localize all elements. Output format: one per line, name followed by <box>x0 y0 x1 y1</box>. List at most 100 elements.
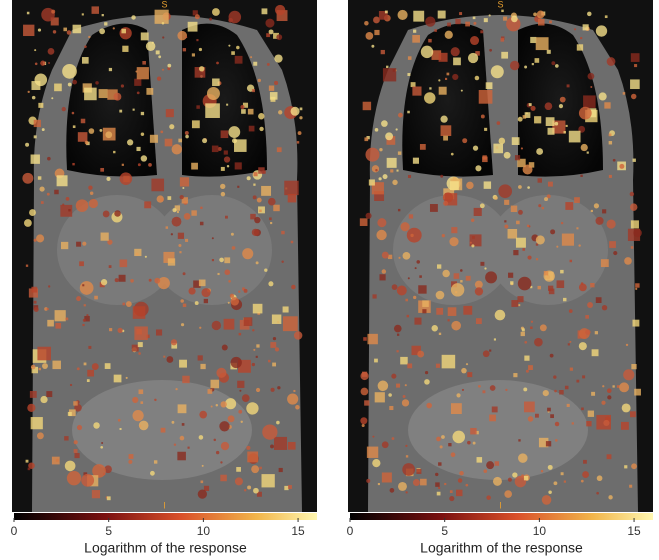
marker <box>168 258 175 265</box>
marker <box>379 274 385 280</box>
marker <box>100 168 104 172</box>
marker <box>158 55 161 58</box>
marker <box>489 14 491 16</box>
marker <box>42 128 45 131</box>
marker <box>534 338 543 347</box>
marker <box>94 296 98 300</box>
marker <box>68 209 70 211</box>
marker <box>144 201 151 208</box>
organ <box>152 195 272 305</box>
marker <box>37 347 51 361</box>
marker <box>55 310 66 321</box>
marker <box>274 81 278 85</box>
marker <box>82 242 86 246</box>
marker <box>607 454 612 459</box>
marker <box>375 392 385 402</box>
marker <box>139 389 144 394</box>
marker <box>99 89 108 98</box>
marker <box>596 492 599 495</box>
marker <box>131 15 135 19</box>
marker <box>440 175 443 178</box>
marker <box>635 283 639 287</box>
marker <box>513 250 518 255</box>
marker <box>259 210 262 213</box>
marker <box>185 239 188 242</box>
marker <box>382 472 392 482</box>
marker <box>367 334 377 344</box>
marker <box>270 92 278 100</box>
marker <box>89 199 98 208</box>
marker <box>202 465 204 467</box>
marker <box>47 157 51 161</box>
marker <box>72 112 75 115</box>
marker <box>287 393 298 404</box>
marker <box>278 110 282 114</box>
marker <box>481 115 485 119</box>
marker <box>557 280 565 288</box>
marker <box>28 91 30 93</box>
marker <box>104 22 107 25</box>
marker <box>120 259 128 267</box>
marker <box>149 279 152 282</box>
marker <box>530 106 535 111</box>
marker <box>613 159 616 162</box>
marker <box>221 130 229 138</box>
marker <box>178 139 182 143</box>
marker <box>73 401 77 405</box>
marker <box>256 388 260 392</box>
marker <box>609 241 616 248</box>
marker <box>555 422 559 426</box>
marker <box>224 269 230 275</box>
marker <box>364 400 369 405</box>
marker <box>560 97 566 103</box>
marker <box>471 219 474 222</box>
marker <box>451 227 457 233</box>
marker <box>523 115 527 119</box>
marker <box>436 308 443 315</box>
marker <box>587 152 589 154</box>
marker <box>80 281 94 295</box>
marker <box>595 217 603 225</box>
marker <box>474 208 482 216</box>
marker <box>201 481 204 484</box>
marker <box>277 147 282 152</box>
marker <box>528 365 533 370</box>
marker <box>269 29 274 34</box>
marker <box>595 331 598 334</box>
marker <box>440 445 443 448</box>
marker <box>51 10 55 14</box>
marker <box>480 203 485 208</box>
marker <box>534 116 541 123</box>
marker <box>547 50 551 54</box>
marker <box>272 363 276 367</box>
marker <box>607 57 616 66</box>
marker <box>150 471 155 476</box>
marker <box>241 109 246 114</box>
marker <box>456 490 462 496</box>
marker <box>46 391 52 397</box>
marker <box>512 472 517 477</box>
marker <box>83 319 86 322</box>
marker <box>407 73 410 76</box>
marker <box>293 390 295 392</box>
marker <box>518 185 522 189</box>
marker <box>374 30 379 35</box>
marker <box>253 349 255 351</box>
marker <box>76 199 89 212</box>
marker <box>156 50 160 54</box>
marker <box>428 39 432 43</box>
marker <box>442 234 445 237</box>
marker <box>236 46 240 50</box>
marker <box>607 219 616 228</box>
marker <box>367 447 378 458</box>
marker <box>579 107 592 120</box>
marker <box>569 131 581 143</box>
marker <box>366 213 372 219</box>
marker <box>177 31 187 41</box>
marker <box>548 128 555 135</box>
marker <box>244 317 253 326</box>
marker <box>145 256 147 258</box>
marker <box>550 229 555 234</box>
marker <box>465 22 470 27</box>
marker <box>425 16 435 26</box>
